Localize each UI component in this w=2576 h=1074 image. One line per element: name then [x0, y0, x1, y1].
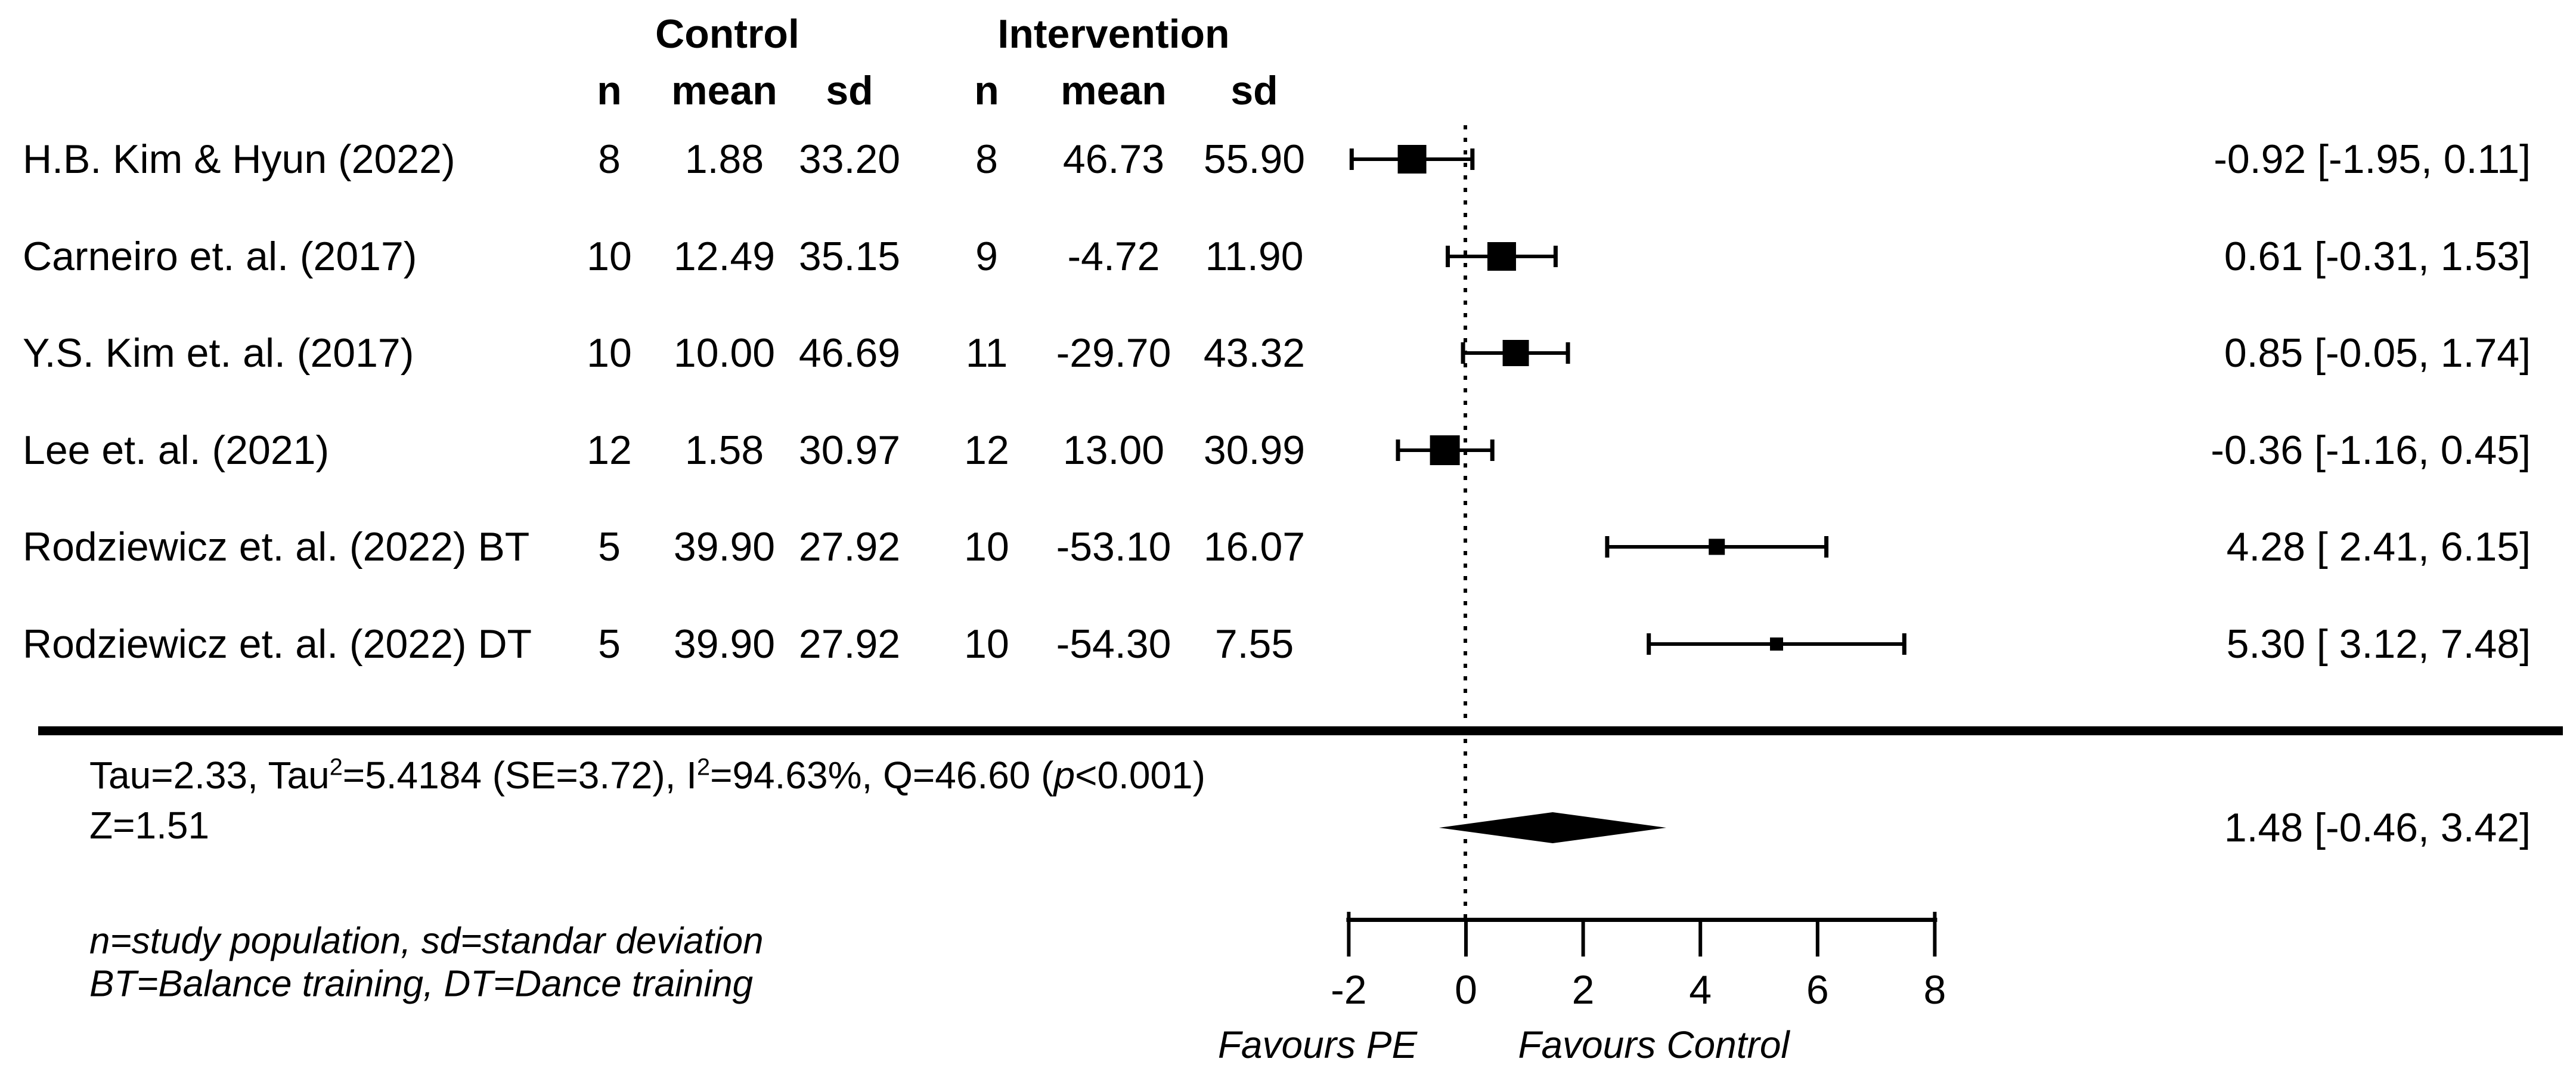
x-axis-tick-label: 2 [1572, 967, 1595, 1013]
table-cell: 27.92 [798, 524, 901, 570]
control-group-header: Control [655, 11, 799, 57]
study-label: Rodziewicz et. al. (2022) DT [23, 621, 532, 667]
x-axis-line [1346, 918, 1938, 922]
table-cell: 46.69 [798, 330, 901, 376]
table-cell: 8 [975, 137, 998, 182]
ci-cap-left [1446, 246, 1450, 267]
table-cell: 8 [598, 137, 621, 182]
table-cell: 43.32 [1203, 330, 1306, 376]
effect-square [1430, 435, 1460, 465]
table-cell: 55.90 [1203, 137, 1306, 182]
ci-cap-right [1824, 536, 1829, 558]
ci-cap-right [1490, 439, 1495, 461]
table-cell: 12 [964, 428, 1009, 473]
table-cell: -53.10 [1056, 524, 1171, 570]
study-label: Rodziewicz et. al. (2022) BT [23, 524, 530, 570]
effect-ci-text: 5.30 [ 3.12, 7.48] [2226, 621, 2531, 667]
stats-text: Tau=2.33, Tau [89, 754, 330, 797]
effect-ci-text: -0.92 [-1.95, 0.11] [2214, 137, 2531, 182]
footnote-abbreviations: n=study population, sd=standar deviation [89, 920, 764, 962]
table-cell: 39.90 [673, 621, 776, 667]
ci-cap-left [1461, 342, 1465, 364]
stats-text: =94.63%, Q=46.60 ( [710, 754, 1054, 797]
effect-square [1397, 145, 1427, 174]
separator-line [38, 726, 2563, 735]
table-cell: 35.15 [798, 234, 901, 279]
table-cell: -54.30 [1056, 621, 1171, 667]
effect-square [1502, 340, 1529, 366]
column-header-intervention-n: n [974, 68, 999, 113]
column-header-intervention-sd: sd [1230, 68, 1278, 113]
table-cell: 30.97 [798, 428, 901, 473]
column-header-control-mean: mean [671, 68, 777, 113]
table-cell: 5 [598, 621, 621, 667]
table-cell: 11 [965, 330, 1008, 376]
column-header-intervention-mean: mean [1061, 68, 1167, 113]
table-cell: 11.90 [1205, 234, 1304, 279]
table-cell: 12 [587, 428, 632, 473]
table-cell: 9 [975, 234, 998, 279]
heterogeneity-stats: Tau=2.33, Tau2=5.4184 (SE=3.72), I2=94.6… [89, 753, 1205, 797]
stats-text: <0.001) [1075, 754, 1205, 797]
favours-left-label: Favours PE [1218, 1023, 1418, 1066]
table-cell: -29.70 [1056, 330, 1171, 376]
table-cell: 27.92 [798, 621, 901, 667]
table-cell: 10 [587, 234, 632, 279]
table-cell: 1.58 [684, 428, 764, 473]
superscript: 2 [329, 754, 343, 781]
effect-ci-text: 4.28 [ 2.41, 6.15] [2226, 524, 2531, 570]
ci-cap-left [1647, 633, 1651, 655]
footnote-trainings: BT=Balance training, DT=Dance training [89, 963, 754, 1005]
x-axis-tick-label: 6 [1806, 967, 1829, 1013]
effect-square [1487, 242, 1516, 271]
intervention-group-header: Intervention [997, 11, 1230, 57]
table-cell: 1.88 [684, 137, 764, 182]
table-cell: 39.90 [673, 524, 776, 570]
ci-cap-right [1553, 246, 1558, 267]
effect-square [1769, 637, 1783, 651]
favours-right-label: Favours Control [1518, 1023, 1790, 1066]
table-cell: 7.55 [1214, 621, 1294, 667]
effect-square [1709, 538, 1725, 555]
study-label: Y.S. Kim et. al. (2017) [23, 330, 414, 376]
table-cell: 10.00 [673, 330, 776, 376]
table-cell: 13.00 [1062, 428, 1165, 473]
effect-ci-text: 0.61 [-0.31, 1.53] [2224, 234, 2531, 279]
study-label: Lee et. al. (2021) [23, 428, 330, 473]
x-axis-tick-label: 0 [1455, 967, 1477, 1013]
ci-cap-right [1470, 148, 1475, 170]
effect-ci-text: 0.85 [-0.05, 1.74] [2224, 330, 2531, 376]
pooled-ci-text: 1.48 [-0.46, 3.42] [2224, 805, 2531, 850]
table-cell: 10 [964, 524, 1009, 570]
table-cell: 5 [598, 524, 621, 570]
study-label: Carneiro et. al. (2017) [23, 234, 417, 279]
study-label: H.B. Kim & Hyun (2022) [23, 137, 455, 182]
table-cell: 33.20 [798, 137, 901, 182]
column-header-control-n: n [597, 68, 622, 113]
superscript: 2 [696, 754, 711, 781]
p-value-symbol: p [1053, 754, 1075, 797]
pooled-diamond [1439, 812, 1667, 843]
table-cell: 10 [587, 330, 632, 376]
z-statistic: Z=1.51 [89, 804, 210, 847]
effect-ci-text: -0.36 [-1.16, 0.45] [2211, 428, 2531, 473]
ci-cap-right [1566, 342, 1570, 364]
ci-cap-right [1902, 633, 1907, 655]
ci-cap-left [1396, 439, 1400, 461]
x-axis-tick-label: 8 [1923, 967, 1946, 1013]
column-header-control-sd: sd [826, 68, 873, 113]
table-cell: -4.72 [1067, 234, 1160, 279]
x-axis-tick-label: -2 [1331, 967, 1366, 1013]
table-cell: 16.07 [1203, 524, 1306, 570]
table-cell: 12.49 [673, 234, 776, 279]
table-cell: 46.73 [1062, 137, 1165, 182]
ci-cap-left [1605, 536, 1610, 558]
table-cell: 30.99 [1203, 428, 1306, 473]
ci-cap-left [1349, 148, 1354, 170]
table-cell: 10 [964, 621, 1009, 667]
x-axis-tick-label: 4 [1689, 967, 1712, 1013]
stats-text: =5.4184 (SE=3.72), I [342, 754, 697, 797]
